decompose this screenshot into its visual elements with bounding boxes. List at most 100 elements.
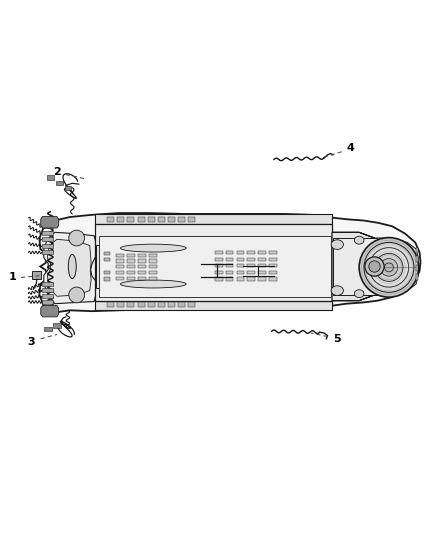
- Polygon shape: [332, 266, 418, 301]
- Bar: [138, 277, 146, 280]
- Bar: [247, 258, 255, 261]
- Bar: [116, 277, 124, 280]
- Bar: [107, 217, 114, 222]
- Ellipse shape: [68, 254, 76, 279]
- Circle shape: [359, 238, 419, 297]
- Bar: [127, 271, 135, 274]
- Bar: [42, 237, 53, 241]
- Bar: [138, 260, 146, 263]
- Bar: [42, 244, 53, 248]
- Bar: [138, 217, 145, 222]
- Bar: [416, 274, 418, 280]
- Text: 2: 2: [53, 167, 61, 177]
- Bar: [158, 302, 165, 307]
- Bar: [95, 223, 332, 301]
- Bar: [47, 175, 54, 180]
- Bar: [148, 302, 155, 307]
- Bar: [138, 254, 146, 257]
- Ellipse shape: [354, 290, 364, 297]
- Ellipse shape: [354, 236, 364, 244]
- Bar: [416, 256, 418, 262]
- Bar: [44, 327, 52, 332]
- Circle shape: [369, 261, 380, 272]
- Bar: [104, 278, 110, 280]
- Bar: [117, 217, 124, 222]
- Bar: [247, 278, 255, 280]
- Circle shape: [375, 253, 403, 281]
- Bar: [188, 302, 195, 307]
- Bar: [269, 271, 277, 274]
- Ellipse shape: [120, 280, 186, 288]
- Bar: [226, 271, 233, 274]
- Bar: [104, 258, 110, 261]
- Bar: [42, 231, 53, 235]
- Bar: [247, 271, 255, 274]
- Bar: [269, 258, 277, 261]
- Bar: [258, 258, 266, 261]
- Bar: [215, 251, 223, 254]
- Bar: [99, 236, 331, 297]
- Bar: [237, 271, 244, 274]
- Bar: [149, 260, 157, 263]
- Bar: [127, 260, 135, 263]
- Bar: [116, 265, 124, 268]
- Bar: [138, 265, 146, 268]
- Bar: [56, 181, 63, 185]
- Bar: [158, 217, 165, 222]
- Bar: [138, 271, 146, 274]
- Bar: [95, 214, 332, 223]
- Ellipse shape: [120, 244, 186, 252]
- Bar: [215, 278, 223, 280]
- Bar: [127, 302, 134, 307]
- Text: 4: 4: [346, 143, 354, 154]
- Bar: [116, 254, 124, 257]
- Bar: [104, 252, 110, 255]
- Bar: [258, 251, 266, 254]
- Bar: [226, 258, 233, 261]
- Text: 3: 3: [27, 337, 35, 347]
- Bar: [148, 217, 155, 222]
- Ellipse shape: [331, 286, 343, 295]
- Bar: [215, 258, 223, 261]
- Ellipse shape: [331, 240, 343, 249]
- Bar: [226, 264, 233, 268]
- Bar: [269, 251, 277, 254]
- Bar: [53, 324, 61, 328]
- Circle shape: [69, 287, 85, 303]
- Bar: [247, 264, 255, 268]
- Bar: [149, 265, 157, 268]
- Bar: [42, 300, 53, 304]
- Bar: [32, 271, 41, 279]
- Bar: [42, 288, 53, 292]
- Bar: [258, 271, 266, 274]
- Circle shape: [365, 257, 384, 276]
- Bar: [258, 278, 266, 280]
- Bar: [269, 264, 277, 268]
- Polygon shape: [41, 305, 59, 317]
- Bar: [247, 251, 255, 254]
- Circle shape: [369, 248, 409, 287]
- Polygon shape: [39, 213, 420, 312]
- Bar: [95, 301, 332, 310]
- Bar: [333, 238, 377, 295]
- Bar: [237, 258, 244, 261]
- Bar: [178, 217, 185, 222]
- Bar: [42, 224, 53, 229]
- Circle shape: [69, 230, 85, 246]
- Bar: [127, 277, 135, 280]
- Bar: [116, 271, 124, 274]
- Bar: [127, 217, 134, 222]
- Bar: [269, 278, 277, 280]
- Circle shape: [364, 243, 414, 292]
- Polygon shape: [44, 232, 96, 304]
- Bar: [226, 278, 233, 280]
- Bar: [237, 264, 244, 268]
- Bar: [107, 302, 114, 307]
- Bar: [215, 264, 223, 268]
- Bar: [226, 251, 233, 254]
- Bar: [215, 271, 223, 274]
- Bar: [42, 282, 53, 286]
- Polygon shape: [332, 232, 382, 301]
- Bar: [416, 248, 418, 253]
- Bar: [416, 265, 418, 271]
